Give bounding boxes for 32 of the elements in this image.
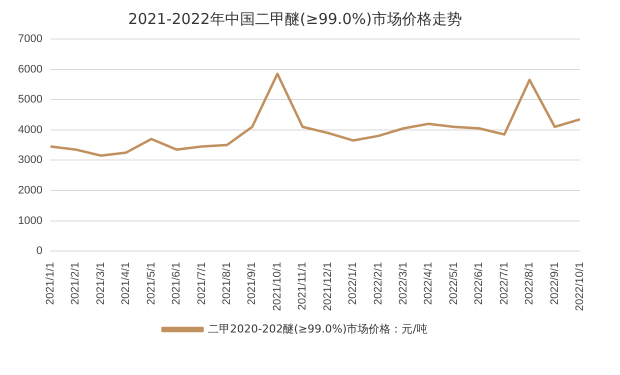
y-tick-label: 1000: [18, 214, 42, 227]
chart-title: 2021-2022年中国二甲醚(≥99.0%)市场价格走势: [128, 10, 462, 28]
x-tick-label: 2021/11/1: [296, 262, 309, 310]
x-tick-label: 2021/1/1: [44, 262, 56, 305]
y-tick-label: 7000: [18, 33, 42, 46]
y-tick-label: 6000: [18, 63, 42, 76]
legend-label: 二甲2020-202醚(≥99.0%)市场价格：元/吨: [208, 322, 428, 336]
x-tick-label: 2021/9/1: [246, 262, 258, 305]
x-tick-label: 2022/1/1: [347, 262, 360, 305]
x-tick-label: 2021/6/1: [170, 262, 183, 305]
x-tick-label: 2022/9/1: [548, 262, 561, 305]
x-tick-label: 2022/4/1: [422, 262, 435, 305]
y-tick-label: 5000: [18, 94, 42, 106]
x-tick-label: 2022/5/1: [448, 262, 460, 305]
x-tick-label: 2022/8/1: [524, 262, 536, 305]
x-tick-label: 2021/12/1: [322, 262, 334, 311]
x-tick-label: 2021/8/1: [221, 262, 234, 305]
y-tick-label: 0: [36, 245, 42, 258]
x-tick-label: 2022/10/1: [574, 262, 586, 311]
x-tick-label: 2021/4/1: [120, 262, 132, 305]
x-tick-label: 2021/5/1: [145, 262, 158, 305]
x-tick-label: 2021/2/1: [70, 262, 82, 305]
x-tick-label: 2022/6/1: [473, 262, 486, 305]
x-tick-label: 2022/7/1: [498, 262, 510, 305]
x-tick-label: 2022/2/1: [372, 262, 384, 305]
x-tick-label: 2021/7/1: [196, 262, 208, 305]
x-tick-label: 2021/3/1: [94, 262, 107, 305]
y-tick-label: 3000: [18, 154, 42, 166]
x-tick-label: 2021/10/1: [271, 262, 284, 311]
y-tick-label: 4000: [18, 124, 42, 136]
x-tick-label: 2022/3/1: [398, 262, 410, 305]
y-tick-label: 2000: [18, 184, 42, 197]
